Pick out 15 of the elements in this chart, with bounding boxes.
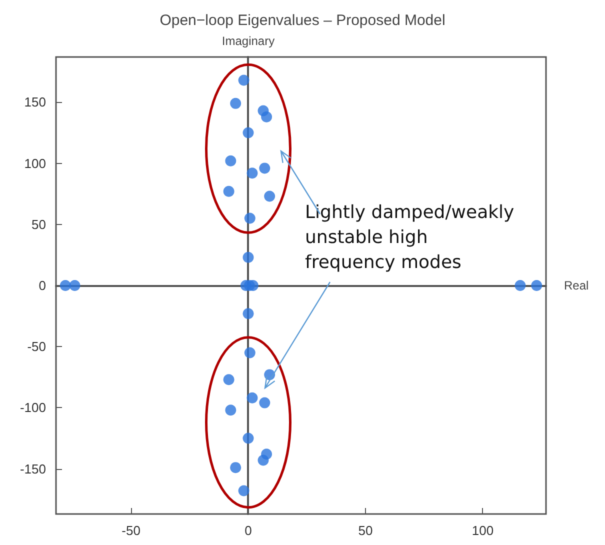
chart-title: Open−loop Eigenvalues – Proposed Model [160,12,446,29]
annotation: Lightly damped/weakly unstable high frequency modes [305,202,520,273]
y-axis-title: Imaginary [222,34,275,48]
x-tick-label: -50 [122,523,140,538]
y-tick-label: 0 [38,278,46,293]
y-tick-label: 50 [32,216,46,232]
y-tick-label: 150 [24,94,46,110]
x-axis-title: Real [564,278,589,292]
y-tick-label: -100 [20,400,46,416]
y-tick-label: -150 [20,461,46,476]
y-tick-label: 100 [24,156,46,171]
x-tick-label: 0 [244,523,252,538]
y-tick-label: -50 [27,339,46,354]
x-tick-label: 100 [472,523,494,538]
x-tick-label: 50 [358,523,373,538]
